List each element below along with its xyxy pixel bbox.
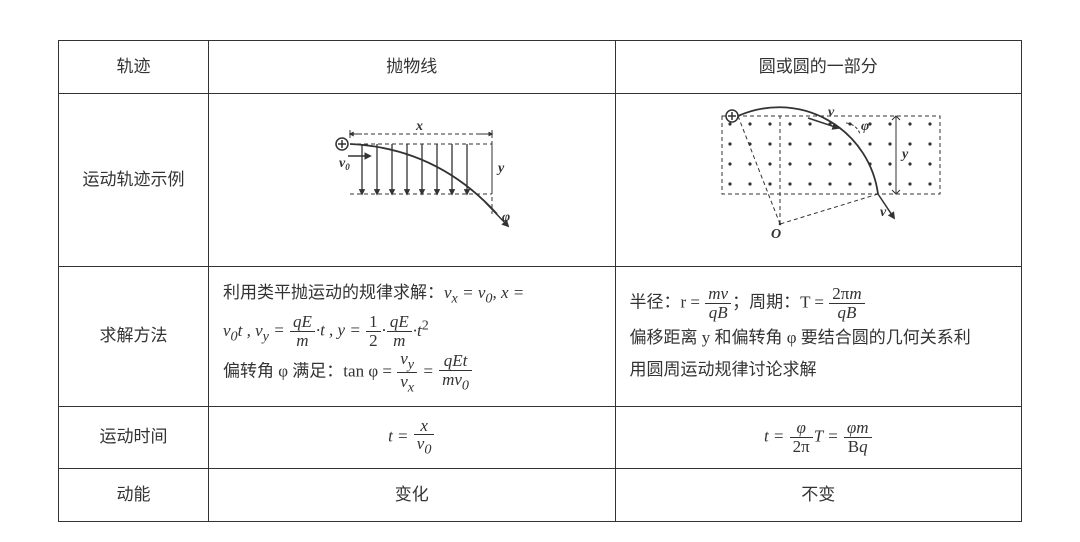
circle-method-line3: 用圆周运动规律讨论求解 bbox=[630, 360, 817, 379]
parabola-trajectory-icon: v0 x bbox=[292, 114, 532, 245]
svg-text:x: x bbox=[415, 119, 423, 134]
v0t-term: v0t , vy bbox=[223, 321, 269, 340]
x-eq: , x = bbox=[492, 283, 524, 302]
frac-phim-Bq: φmBq bbox=[843, 419, 873, 456]
cell-parabola-time: t = xv0 bbox=[209, 406, 616, 468]
header-cell-circle: 圆或圆的一部分 bbox=[615, 41, 1022, 94]
vx-symbol: vx bbox=[444, 283, 458, 302]
cell-parabola-method: 利用类平抛运动的规律求解：vx = v0, x = v0t , vy = qEm… bbox=[209, 266, 616, 406]
frac-x-v0: xv0 bbox=[413, 417, 436, 458]
circle-method-line2: 偏移距离 y 和偏转角 φ 要结合圆的几何关系利 bbox=[630, 328, 971, 347]
svg-text:O: O bbox=[771, 227, 781, 242]
dot-t-y: ·t , y = bbox=[316, 321, 365, 340]
frac-half: 12 bbox=[365, 313, 382, 350]
svg-text:y: y bbox=[496, 161, 505, 176]
row-solve-method: 求解方法 利用类平抛运动的规律求解：vx = v0, x = v0t , vy … bbox=[59, 266, 1022, 406]
t-eq-parabola: t = bbox=[388, 426, 413, 445]
svg-text:v: v bbox=[828, 105, 835, 120]
header-cell-parabola: 抛物线 bbox=[209, 41, 616, 94]
rowhead-trajectory-example: 运动轨迹示例 bbox=[59, 94, 209, 266]
svg-text:φ: φ bbox=[502, 210, 510, 225]
eq2: = bbox=[418, 362, 438, 381]
circle-trajectory-icon: v φ O y v bbox=[688, 104, 948, 255]
cell-parabola-diagram: v0 x bbox=[209, 94, 616, 266]
frac-qEt-mv0: qEtmv0 bbox=[438, 352, 473, 393]
frac-qE-over-m: qEm bbox=[289, 313, 316, 350]
cell-circle-time: t = φ2πT = φmBq bbox=[615, 406, 1022, 468]
cell-circle-diagram: v φ O y v bbox=[615, 94, 1022, 266]
row-trajectory-example: 运动轨迹示例 v0 bbox=[59, 94, 1022, 266]
frac-2pim-qB: 2πmqB bbox=[828, 285, 865, 322]
eq1: = bbox=[269, 321, 289, 340]
parabola-method-line3: 偏转角 φ 满足：tan φ = bbox=[223, 362, 396, 381]
parabola-method-line1: 利用类平抛运动的规律求解： bbox=[223, 283, 444, 302]
comparison-table: 轨迹 抛物线 圆或圆的一部分 运动轨迹示例 bbox=[58, 40, 1022, 522]
circle-radius-label: 半径：r = bbox=[630, 293, 705, 312]
cell-circle-method: 半径：r = mvqB；周期：T = 2πmqB 偏移距离 y 和偏转角 φ 要… bbox=[615, 266, 1022, 406]
frac-qE-over-m-2: qEm bbox=[386, 313, 413, 350]
T-eq: T = bbox=[814, 426, 843, 445]
frac-mv-qB: mvqB bbox=[704, 285, 732, 322]
t-eq-circle: t = bbox=[764, 426, 789, 445]
eq-v0: = v0 bbox=[458, 283, 493, 302]
svg-text:v: v bbox=[880, 205, 887, 220]
dot-tsq: ·t2 bbox=[413, 321, 429, 340]
cell-circle-ke: 不变 bbox=[615, 468, 1022, 521]
circle-period-label: ；周期：T = bbox=[732, 293, 828, 312]
header-cell-trajectory: 轨迹 bbox=[59, 41, 209, 94]
frac-phi-2pi: φ2π bbox=[789, 419, 814, 456]
frac-vy-vx: vyvx bbox=[396, 350, 418, 396]
svg-text:φ: φ bbox=[861, 119, 869, 134]
row-kinetic-energy: 动能 变化 不变 bbox=[59, 468, 1022, 521]
rowhead-motion-time: 运动时间 bbox=[59, 406, 209, 468]
table-header-row: 轨迹 抛物线 圆或圆的一部分 bbox=[59, 41, 1022, 94]
cell-parabola-ke: 变化 bbox=[209, 468, 616, 521]
rowhead-kinetic-energy: 动能 bbox=[59, 468, 209, 521]
svg-text:v0: v0 bbox=[339, 156, 350, 172]
svg-text:y: y bbox=[900, 147, 909, 162]
row-motion-time: 运动时间 t = xv0 t = φ2πT = φmBq bbox=[59, 406, 1022, 468]
rowhead-solve-method: 求解方法 bbox=[59, 266, 209, 406]
